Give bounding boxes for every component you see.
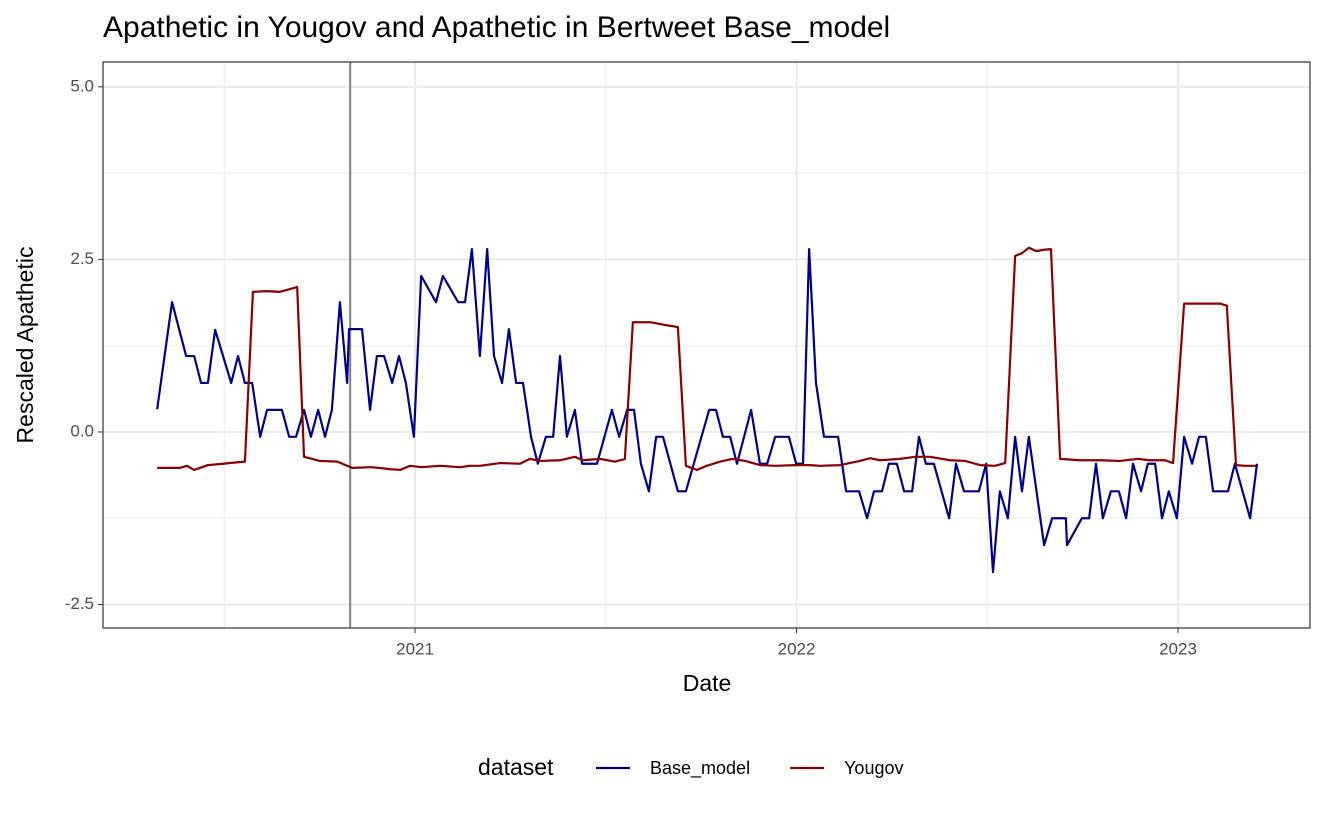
panel-border bbox=[102, 61, 1311, 629]
y-tick-label: 2.5 bbox=[70, 249, 94, 268]
series-line bbox=[156, 247, 1259, 574]
x-tick-label: 2021 bbox=[396, 639, 434, 658]
legend-title: dataset bbox=[478, 754, 554, 780]
y-tick-label: 0.0 bbox=[70, 421, 94, 440]
x-axis-title: Date bbox=[683, 670, 732, 696]
legend-label: Yougov bbox=[844, 758, 903, 778]
x-tick-label: 2022 bbox=[778, 639, 816, 658]
chart-title: Apathetic in Yougov and Apathetic in Ber… bbox=[103, 11, 890, 44]
y-tick-label: -2.5 bbox=[65, 594, 94, 613]
series-line bbox=[157, 246, 1256, 472]
x-tick-label: 2023 bbox=[1159, 639, 1197, 658]
legend-label: Base_model bbox=[650, 758, 750, 779]
y-tick-label: 5.0 bbox=[70, 76, 94, 95]
y-axis-title: Rescaled Apathetic bbox=[12, 247, 38, 444]
